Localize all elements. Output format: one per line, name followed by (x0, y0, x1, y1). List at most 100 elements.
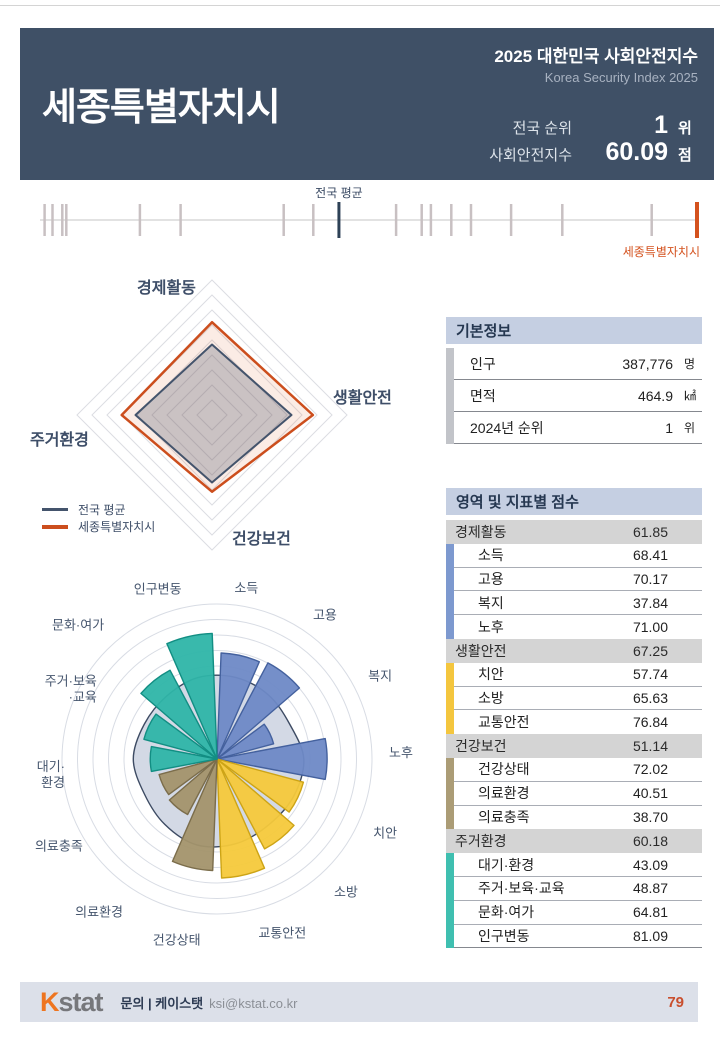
score-group-name: 경제활동 (455, 523, 507, 540)
basic-info-left-bar (446, 348, 454, 444)
rose-grid-ring (92, 634, 342, 884)
basic-info-row: 면적 464.9 ㎢ (446, 380, 702, 412)
score-item-name: 노후 (478, 619, 504, 636)
rose-category-label: 치안 (373, 826, 397, 841)
rose-wedge (216, 758, 305, 813)
score-item-row: 소득 68.41 (446, 544, 702, 568)
score-group-row: 생활안전 67.25 (446, 638, 702, 663)
score-group-score: 60.18 (632, 833, 668, 850)
radar-axis-housing: 주거환경 (30, 432, 89, 449)
score-item-name: 교통안전 (478, 714, 530, 731)
header-stat-unit: 위 (678, 120, 692, 137)
radar-grid-ring (76, 279, 348, 551)
score-group-name: 주거환경 (455, 833, 507, 850)
radar-legend: 전국 평균 세종특별자치시 (42, 501, 155, 535)
score-item-name: 고용 (478, 570, 504, 587)
radar-national-fill (135, 344, 292, 483)
score-item-name: 의료충족 (478, 809, 530, 826)
score-item-score: 70.17 (632, 570, 668, 587)
rose-category-label: 대기· 환경 (37, 759, 65, 790)
radar-grid-ring (91, 294, 333, 536)
score-item-row: 건강상태 72.02 (446, 758, 702, 782)
score-item-score: 71.00 (632, 619, 668, 636)
radar-chart (76, 279, 348, 551)
score-item-name: 소방 (478, 689, 504, 706)
page-title: 세종특별자치시 (42, 87, 281, 129)
score-table-rows: 경제활동 61.85 소득 68.41 고용 70.17 복지 37.84 노후 71.00 생활안… (446, 520, 702, 949)
rose-category-label: 주거·보육 ·교육 (45, 674, 97, 705)
score-item-row: 대기·환경 43.09 (446, 853, 702, 877)
legend-swatch-region (42, 524, 68, 529)
basic-info-unit: 명 (684, 357, 696, 371)
rose-category-label: 인구변동 (134, 582, 182, 597)
rose-wedge (216, 723, 275, 760)
rose-wedge (158, 758, 218, 796)
header: 세종특별자치시 2025 대한민국 사회안전지수 Korea Security … (20, 28, 714, 180)
score-item-score: 38.70 (632, 809, 668, 826)
header-stat-row: 사회안전지수 60.09 점 (418, 140, 698, 167)
basic-info-row: 인구 387,776 명 (446, 348, 702, 380)
rose-category-label: 노후 (389, 745, 413, 760)
score-group-items: 소득 68.41 고용 70.17 복지 37.84 노후 71.00 (446, 543, 702, 639)
score-item-name: 대기·환경 (478, 856, 535, 873)
header-stat-value: 1 (654, 111, 668, 139)
score-group-items: 건강상태 72.02 의료환경 40.51 의료충족 38.70 (446, 757, 702, 830)
score-group-score: 51.14 (632, 738, 668, 755)
page-top-rule (0, 5, 720, 6)
score-group-row: 건강보건 51.14 (446, 734, 702, 758)
rose-wedge (216, 662, 301, 760)
legend-label-national: 전국 평균 (78, 503, 126, 517)
radar-grid-ring (106, 309, 318, 521)
header-stat-label: 사회안전지수 (489, 147, 572, 164)
basic-info-label: 인구 (470, 355, 496, 372)
legend-label-region: 세종특별자치시 (78, 520, 156, 534)
radar-grid-ring (166, 369, 258, 461)
rose-wedge (216, 652, 260, 760)
header-right: 2025 대한민국 사회안전지수 Korea Security Index 20… (418, 42, 698, 167)
basic-info-value: 1 (665, 419, 673, 436)
report-title-ko: 2025 대한민국 사회안전지수 (494, 47, 698, 66)
strip-avg-label: 전국 평균 (315, 186, 363, 200)
score-item-row: 의료환경 40.51 (446, 782, 702, 806)
rose-wedge (149, 745, 218, 773)
rose-category-label: 소득 (234, 581, 258, 596)
score-group-row: 경제활동 61.85 (446, 520, 702, 544)
rose-category-label: 의료환경 (75, 905, 123, 920)
score-item-name: 복지 (478, 594, 504, 611)
header-stat-value: 60.09 (605, 138, 668, 166)
score-group-items: 대기·환경 43.09 주거·보육·교육 48.87 문화·여가 64.81 인구변동 81.… (446, 853, 702, 949)
rose-wedge (166, 632, 218, 760)
score-item-name: 소득 (478, 547, 504, 564)
rose-category-label: 건강상태 (153, 933, 201, 948)
rose-wedge (168, 758, 218, 816)
radar-region-outline (120, 320, 315, 493)
kstat-logo-stat: stat (58, 986, 104, 1017)
score-item-score: 57.74 (632, 666, 668, 683)
group-color-bar (446, 853, 454, 949)
kstat-logo: Kstat (40, 986, 104, 1017)
basic-info-label: 면적 (470, 387, 496, 404)
radar-axis-health: 건강보건 (232, 531, 291, 548)
radar-grid-ring (151, 354, 273, 476)
contact-email: ksi@kstat.co.kr (209, 995, 298, 1011)
header-stat-label: 전국 순위 (512, 120, 572, 137)
contact-info: 문의 | 케이스탯 ksi@kstat.co.kr (121, 993, 298, 1012)
score-item-score: 64.81 (632, 904, 668, 921)
basic-info-title: 기본정보 (446, 317, 702, 344)
score-item-row: 노후 71.00 (446, 615, 702, 639)
strip-ticks (43, 202, 699, 238)
strip-distribution-chart: 전국 평균 세종특별자치시 (40, 186, 700, 259)
basic-info-row: 2024년 순위 1 위 (446, 412, 702, 444)
rose-wedge (140, 669, 218, 760)
score-group-score: 67.25 (632, 642, 668, 659)
legend-row-region: 세종특별자치시 (42, 518, 155, 535)
score-item-row: 문화·여가 64.81 (446, 901, 702, 925)
rose-category-label: 교통안전 (258, 926, 306, 941)
rose-grid-ring (61, 603, 373, 915)
rose-category-label: 소방 (334, 885, 358, 900)
rose-wedge (171, 758, 218, 872)
basic-info-value: 387,776 (622, 355, 673, 372)
